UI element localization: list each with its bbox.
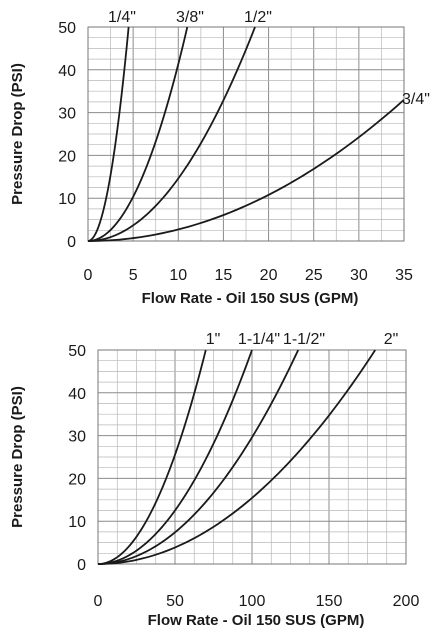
- y-tick-label: 30: [68, 429, 86, 446]
- chart-large-hoses: 0 10 20 30 40 50 0 50 100 150 200 Flow Rate - Oil 1…: [9, 331, 419, 629]
- series-label: 3/8": [176, 9, 204, 26]
- series-label: 1/2": [244, 9, 272, 26]
- series-line: [87, 99, 405, 242]
- y-tick-label: 10: [58, 191, 76, 208]
- series-line: [97, 349, 300, 565]
- series-label: 1/4": [108, 9, 136, 26]
- y-tick-label: 50: [68, 343, 86, 360]
- x-tick-label: 15: [215, 267, 233, 284]
- y-axis-label: Pressure Drop (PSI): [9, 386, 26, 528]
- series-line: [87, 26, 130, 242]
- x-axis-label: Flow Rate - Oil 150 SUS (GPM): [142, 290, 359, 307]
- y-tick-label: 40: [68, 386, 86, 403]
- grid: [87, 26, 405, 242]
- y-tick-label: 20: [68, 471, 86, 488]
- x-tick-label: 200: [393, 593, 420, 610]
- series-label: 2": [384, 331, 399, 348]
- series-label: 3/4": [402, 91, 430, 108]
- y-tick-label: 10: [68, 514, 86, 531]
- series-label: 1": [206, 331, 221, 348]
- y-axis-label: Pressure Drop (PSI): [9, 63, 26, 205]
- y-tick-label: 40: [58, 63, 76, 80]
- series-label: 1-1/4": [238, 331, 280, 348]
- chart-small-hoses: 0 10 20 30 40 50 0 5 10 15 20 25 30 35 Flow Rate - Oil…: [9, 9, 430, 307]
- x-axis-label: Flow Rate - Oil 150 SUS (GPM): [148, 612, 365, 629]
- x-tick-label: 35: [395, 267, 413, 284]
- series-line: [97, 349, 376, 565]
- y-tick-label: 0: [77, 557, 86, 574]
- series-line: [87, 26, 256, 242]
- series-line: [97, 349, 207, 565]
- x-tick-label: 30: [350, 267, 368, 284]
- grid: [97, 349, 407, 565]
- x-tick-label: 0: [84, 267, 93, 284]
- x-tick-label: 10: [169, 267, 187, 284]
- x-tick-label: 0: [94, 593, 103, 610]
- x-tick-label: 5: [129, 267, 138, 284]
- y-tick-label: 20: [58, 148, 76, 165]
- x-tick-label: 25: [305, 267, 323, 284]
- y-tick-label: 0: [67, 234, 76, 251]
- series-line: [87, 26, 189, 242]
- y-tick-label: 50: [58, 20, 76, 37]
- plot-frame: [87, 26, 405, 242]
- x-tick-label: 100: [239, 593, 266, 610]
- x-tick-label: 50: [166, 593, 184, 610]
- x-tick-label: 150: [316, 593, 343, 610]
- series-label: 1-1/2": [283, 331, 325, 348]
- x-tick-label: 20: [260, 267, 278, 284]
- y-tick-label: 30: [58, 106, 76, 123]
- series-line: [97, 349, 253, 565]
